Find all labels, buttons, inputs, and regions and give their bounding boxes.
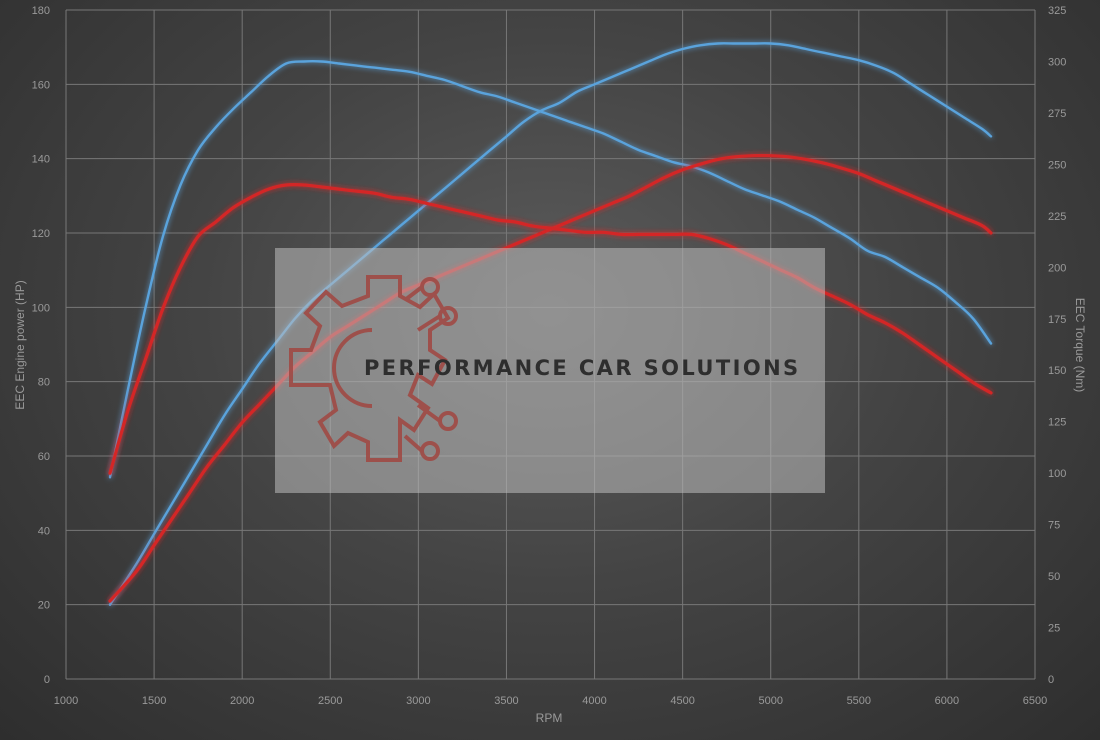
right-tick-label: 275 xyxy=(1048,108,1066,120)
right-tick-label: 150 xyxy=(1048,365,1066,377)
x-tick-label: 1500 xyxy=(142,695,166,707)
x-tick-label: 2500 xyxy=(318,695,342,707)
gear-logo-icon xyxy=(289,275,458,462)
right-tick-label: 75 xyxy=(1048,520,1060,532)
right-tick-label: 125 xyxy=(1048,417,1066,429)
right-tick-label: 325 xyxy=(1048,5,1066,17)
x-axis-ticks: 1000 1500 2000 2500 3000 3500 4000 4500 5000 5500… xyxy=(54,695,1047,707)
right-axis-title: EEC Torque (Nm) xyxy=(1073,298,1087,392)
x-tick-label: 6000 xyxy=(935,695,959,707)
x-tick-label: 4000 xyxy=(582,695,606,707)
x-axis-title: RPM xyxy=(536,711,563,725)
x-tick-label: 5500 xyxy=(847,695,871,707)
right-tick-label: 0 xyxy=(1048,674,1054,686)
left-tick-label: 120 xyxy=(32,228,50,240)
series-line-red-torque xyxy=(108,182,993,475)
right-tick-label: 225 xyxy=(1048,211,1066,223)
watermark-text: PERFORMANCE CAR SOLUTIONS xyxy=(364,356,801,380)
left-tick-label: 100 xyxy=(32,302,50,314)
right-tick-label: 100 xyxy=(1048,468,1066,480)
right-tick-label: 250 xyxy=(1048,159,1066,171)
x-tick-label: 2000 xyxy=(230,695,254,707)
x-tick-label: 3500 xyxy=(494,695,518,707)
series-group xyxy=(108,42,993,606)
left-tick-label: 40 xyxy=(38,525,50,537)
right-tick-label: 200 xyxy=(1048,262,1066,274)
right-axis-ticks: 0 25 50 75 100 125 150 175 200 225 250 275 300 325 xyxy=(1048,5,1066,686)
left-tick-label: 180 xyxy=(32,5,50,17)
right-tick-label: 300 xyxy=(1048,56,1066,68)
watermark: PERFORMANCE CAR SOLUTIONS xyxy=(275,248,825,493)
left-tick-label: 0 xyxy=(44,674,50,686)
x-tick-label: 3000 xyxy=(406,695,430,707)
left-tick-label: 140 xyxy=(32,154,50,166)
left-tick-label: 20 xyxy=(38,600,50,612)
x-tick-label: 6500 xyxy=(1023,695,1047,707)
left-tick-label: 160 xyxy=(32,79,50,91)
x-tick-label: 1000 xyxy=(54,695,78,707)
left-axis-title: EEC Engine power (HP) xyxy=(13,280,27,409)
series-line-blue-power xyxy=(108,42,993,606)
series-line-blue-torque xyxy=(108,60,993,479)
x-tick-label: 4500 xyxy=(670,695,694,707)
right-tick-label: 175 xyxy=(1048,314,1066,326)
x-tick-label: 5000 xyxy=(758,695,782,707)
series-line-red-power xyxy=(108,153,993,603)
right-tick-label: 25 xyxy=(1048,623,1060,635)
left-axis-ticks: 0 20 40 60 80 100 120 140 160 180 xyxy=(32,5,50,686)
left-tick-label: 60 xyxy=(38,451,50,463)
left-tick-label: 80 xyxy=(38,377,50,389)
right-tick-label: 50 xyxy=(1048,571,1060,583)
